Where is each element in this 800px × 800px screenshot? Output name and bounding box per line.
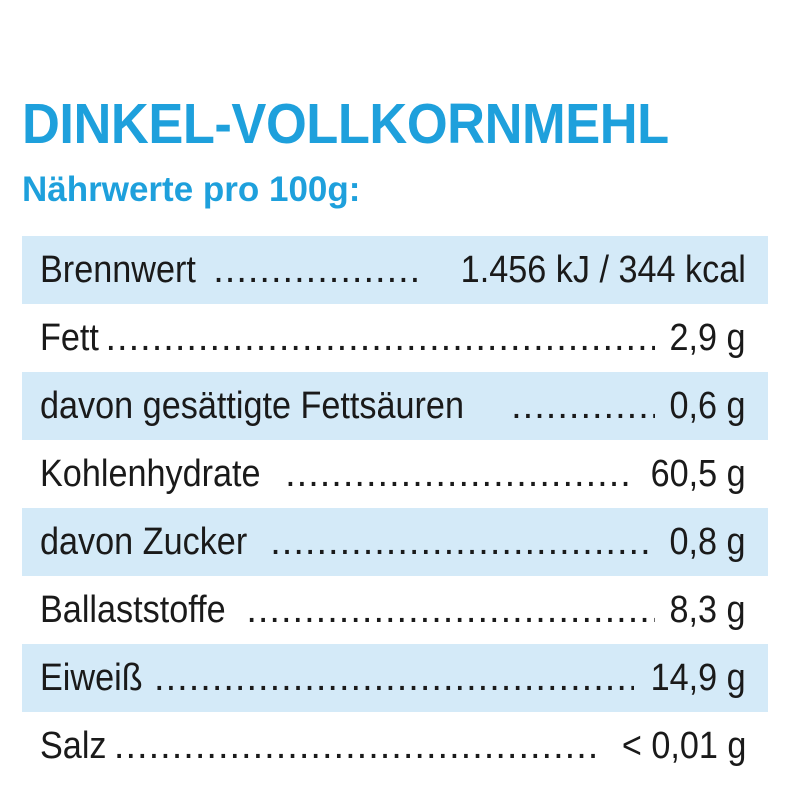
row-label: Salz <box>40 724 107 767</box>
row-value: 0,8 g <box>669 520 746 563</box>
table-row-zucker: davon Zucker ...........................… <box>22 508 768 576</box>
row-label: Eiweiß <box>40 656 143 699</box>
row-value: 60,5 g <box>650 452 746 495</box>
row-value: 2,9 g <box>669 316 746 359</box>
row-label: Fett <box>40 316 99 359</box>
row-label: Kohlenhydrate <box>40 452 261 495</box>
dot-leader: ........................................… <box>246 588 655 631</box>
dot-leader: ........................................… <box>213 248 423 291</box>
row-value: < 0,01 g <box>621 724 746 767</box>
dot-leader: ........................................… <box>105 316 655 359</box>
table-row-brennwert: Brennwert ..............................… <box>22 236 768 304</box>
row-value: 0,6 g <box>669 384 746 427</box>
row-value: 14,9 g <box>650 656 746 699</box>
row-label: Ballaststoffe <box>40 588 226 631</box>
table-row-ballaststoffe: Ballaststoffe ..........................… <box>22 576 768 644</box>
table-row-eiweiss: Eiweiß .................................… <box>22 644 768 712</box>
table-row-fett: Fett ...................................… <box>22 304 768 372</box>
dot-leader: ........................................… <box>270 520 655 563</box>
product-title: DINKEL-VOLLKORNMEHL <box>22 92 669 156</box>
row-label: Brennwert <box>40 248 196 291</box>
nutrition-subtitle: Nährwerte pro 100g: <box>22 170 361 209</box>
dot-leader: ........................................… <box>154 656 634 699</box>
row-value: 8,3 g <box>669 588 746 631</box>
row-value: 1.456 kJ / 344 kcal <box>460 248 746 291</box>
table-row-kohlenhydrate: Kohlenhydrate ..........................… <box>22 440 768 508</box>
dot-leader: ........................................… <box>113 724 602 767</box>
nutrition-table: Brennwert ..............................… <box>22 236 768 780</box>
dot-leader: ........................................… <box>285 452 634 495</box>
row-label: davon gesättigte Fettsäuren <box>40 384 464 427</box>
table-row-gesaettigte-fettsaeuren: davon gesättigte Fettsäuren ............… <box>22 372 768 440</box>
table-row-salz: Salz ...................................… <box>22 712 768 780</box>
row-label: davon Zucker <box>40 520 248 563</box>
dot-leader: ........................................… <box>511 384 655 427</box>
